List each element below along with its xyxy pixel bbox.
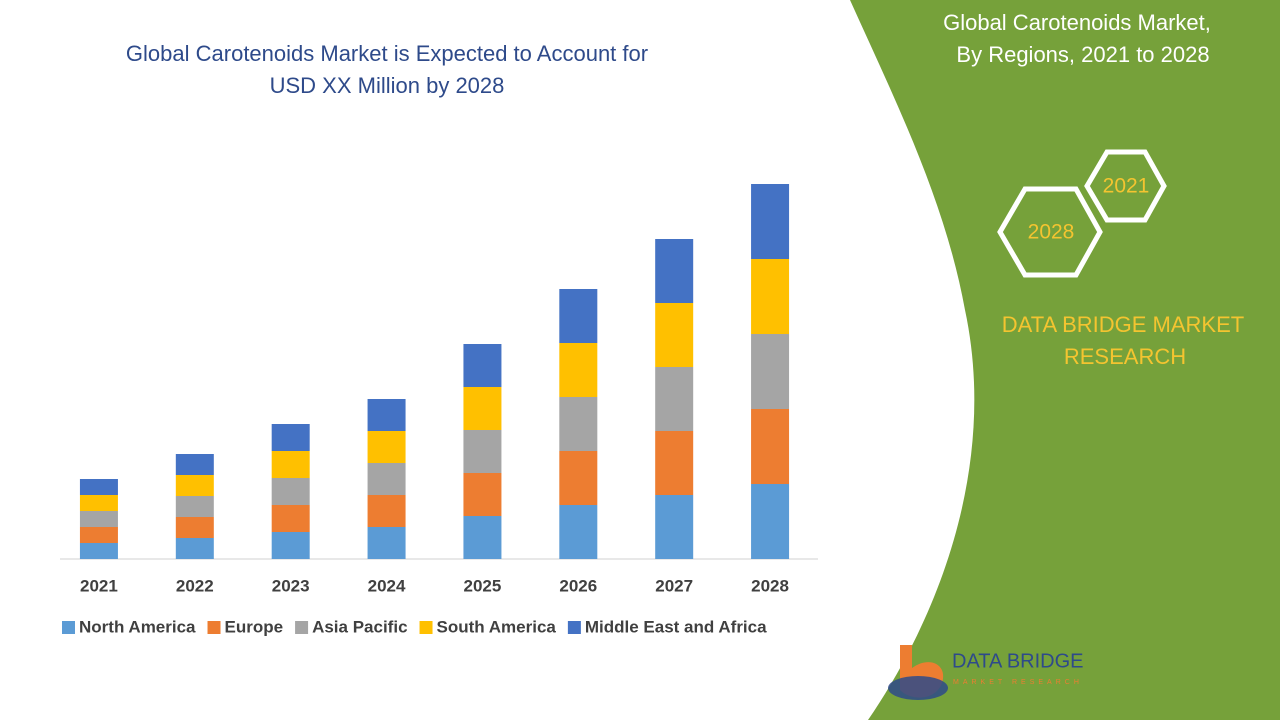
x-tick-label: 2025: [464, 576, 502, 595]
x-tick-label: 2022: [176, 576, 214, 595]
hexagon: [1084, 149, 1167, 223]
bar-segment: [367, 495, 406, 527]
bar-segment: [79, 543, 118, 559]
brand-text: DATA BRIDGE MARKET: [1002, 312, 1244, 337]
bar-segment: [655, 431, 694, 495]
legend-swatch: [62, 621, 75, 634]
brand-text: RESEARCH: [1064, 344, 1186, 369]
x-tick-label: 2021: [80, 576, 118, 595]
bar-segment: [79, 479, 118, 495]
bar-segment: [463, 516, 502, 559]
x-tick-label: 2027: [655, 576, 693, 595]
legend-swatch: [207, 621, 221, 634]
bar-segment: [271, 505, 310, 532]
green-panel: [850, 0, 1280, 720]
hexagon: [997, 186, 1103, 278]
bar-segment: [367, 463, 406, 495]
bar-segment: [559, 505, 598, 559]
bar-segment: [751, 409, 790, 484]
bar-segment: [655, 239, 694, 303]
legend-label: Europe: [225, 617, 284, 636]
panel-title: By Regions, 2021 to 2028: [956, 42, 1209, 67]
bar-segment: [367, 399, 406, 431]
bar-segment: [175, 517, 214, 538]
bar-segment: [463, 387, 502, 430]
bar-segment: [367, 527, 406, 559]
legend-swatch: [567, 621, 581, 634]
bar-segment: [751, 484, 790, 559]
bar-segment: [271, 451, 310, 478]
logo-mark: [888, 676, 948, 700]
legend-swatch: [295, 621, 309, 634]
bar-segment: [655, 303, 694, 367]
x-tick-label: 2026: [559, 576, 597, 595]
bar-segment: [271, 478, 310, 505]
bar-segment: [751, 259, 790, 334]
x-tick-label: 2023: [272, 576, 310, 595]
hexagon-label: 2021: [1103, 175, 1150, 198]
bar-segment: [559, 451, 598, 505]
legend-label: Middle East and Africa: [585, 617, 767, 636]
bar-segment: [463, 344, 502, 387]
bar-segment: [175, 496, 214, 517]
legend-label: South America: [437, 617, 557, 636]
bar-segment: [559, 343, 598, 397]
bar-segment: [655, 367, 694, 431]
x-tick-label: 2024: [368, 576, 406, 595]
bar-segment: [175, 475, 214, 496]
bar-segment: [79, 511, 118, 527]
bar-segment: [271, 532, 310, 559]
bar-segment: [463, 473, 502, 516]
bar-segment: [79, 495, 118, 511]
bar-segment: [175, 454, 214, 475]
bar-segment: [751, 184, 790, 259]
chart-title: Global Carotenoids Market is Expected to…: [126, 41, 648, 66]
x-tick-label: 2028: [751, 576, 789, 595]
panel-title: Global Carotenoids Market,: [943, 10, 1211, 35]
bar-segment: [175, 538, 214, 559]
bar-segment: [271, 424, 310, 451]
chart-title: USD XX Million by 2028: [270, 73, 505, 98]
bar-segment: [751, 334, 790, 409]
bar-segment: [463, 430, 502, 473]
bar-segment: [655, 495, 694, 559]
bar-segment: [559, 289, 598, 343]
logo-name: DATA BRIDGE: [952, 650, 1084, 672]
bar-segment: [559, 397, 598, 451]
bar-segment: [367, 431, 406, 463]
hexagon-label: 2028: [1028, 221, 1075, 244]
legend-label: North America: [79, 617, 196, 636]
legend-swatch: [419, 621, 433, 634]
logo-tagline: MARKET RESEARCH: [953, 679, 1083, 686]
logo: DATA BRIDGE MARKET RESEARCH: [888, 645, 1084, 700]
bar-segment: [79, 527, 118, 543]
legend-label: Asia Pacific: [312, 617, 407, 636]
